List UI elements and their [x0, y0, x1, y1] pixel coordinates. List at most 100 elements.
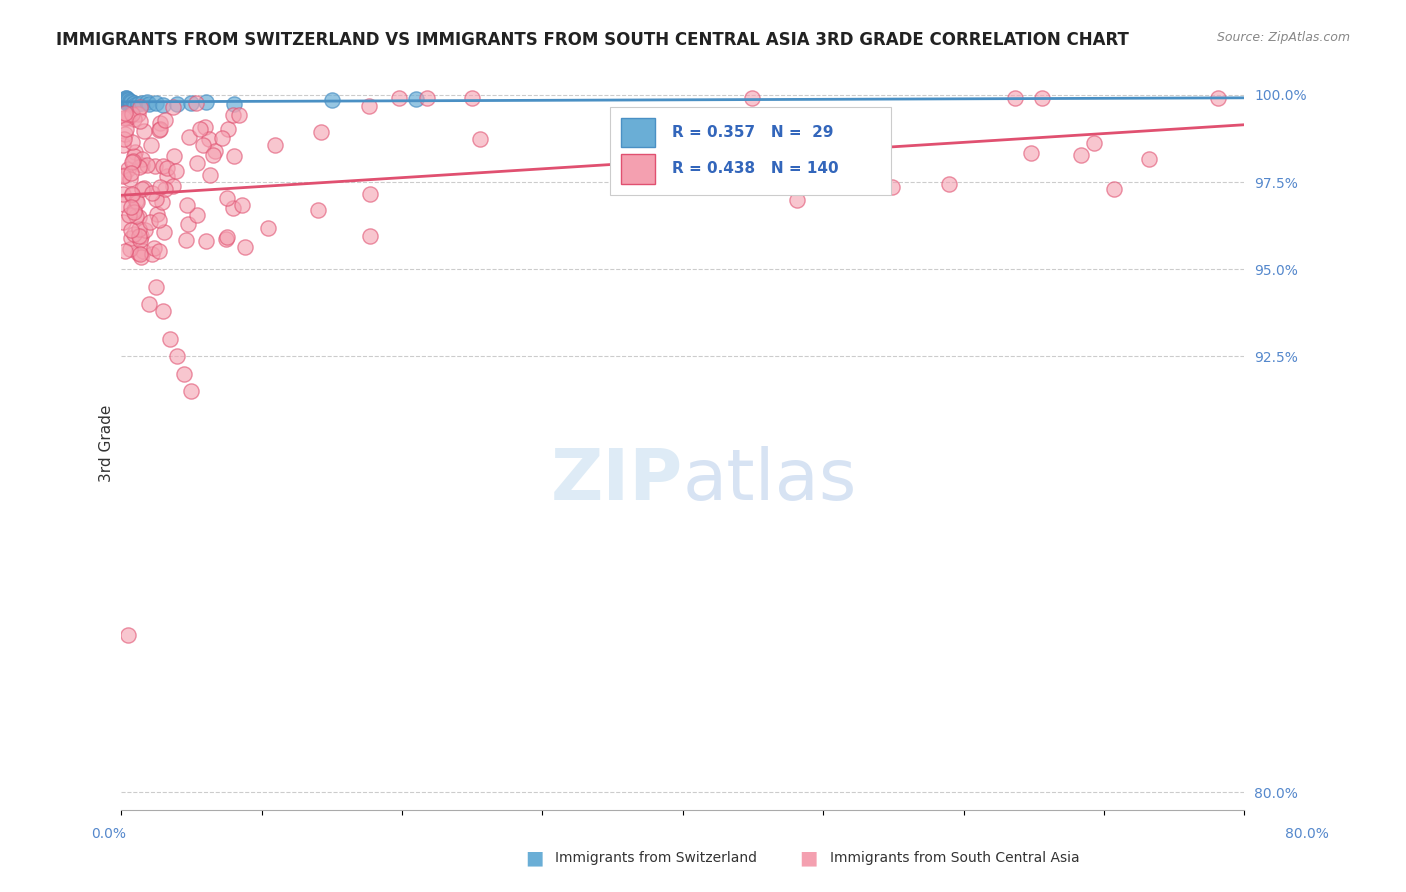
Point: [148, 212, 170, 227]
Point: [121, 135, 143, 149]
Point: [405, 92, 427, 106]
Point: [880, 180, 903, 194]
Point: [124, 145, 146, 159]
Point: [156, 169, 179, 184]
Point: [222, 202, 245, 216]
Point: [127, 96, 149, 111]
Point: [125, 194, 148, 208]
Point: [131, 182, 153, 196]
Point: [127, 246, 149, 260]
Point: [112, 132, 135, 146]
Point: [118, 94, 141, 108]
Point: [470, 132, 492, 146]
Point: [215, 232, 238, 246]
Point: [145, 192, 167, 206]
Point: [228, 108, 250, 122]
Point: [231, 197, 253, 211]
Point: [120, 231, 142, 245]
Point: [125, 210, 148, 224]
Point: [152, 97, 174, 112]
Point: [112, 168, 135, 182]
Point: [115, 92, 138, 106]
Point: [129, 100, 152, 114]
Point: [127, 107, 149, 121]
Point: [149, 116, 172, 130]
Point: [115, 112, 138, 126]
Point: [134, 223, 156, 237]
Point: [118, 208, 141, 222]
Point: [1206, 91, 1229, 105]
Point: [163, 149, 186, 163]
Point: [180, 384, 202, 399]
Point: [129, 233, 152, 247]
Point: [115, 93, 138, 107]
Point: [148, 180, 170, 194]
Point: [191, 138, 214, 153]
Point: [1083, 136, 1105, 150]
Point: [138, 215, 160, 229]
Point: [120, 95, 142, 109]
Point: [194, 120, 217, 134]
Point: [112, 111, 135, 125]
Point: [222, 96, 245, 111]
Point: [132, 124, 155, 138]
FancyBboxPatch shape: [610, 107, 890, 194]
Point: [114, 244, 136, 258]
Point: [166, 350, 188, 364]
Point: [131, 158, 153, 172]
Point: [197, 132, 219, 146]
Point: [114, 95, 136, 109]
Point: [461, 91, 484, 105]
Point: [204, 144, 226, 158]
Point: [148, 123, 170, 137]
Point: [112, 93, 135, 107]
Point: [188, 122, 211, 136]
Point: [118, 110, 141, 124]
Point: [117, 161, 139, 176]
Point: [152, 159, 174, 173]
Point: [111, 138, 134, 153]
Point: [1137, 152, 1160, 166]
Point: [741, 91, 763, 105]
Point: [129, 228, 152, 243]
Point: [211, 130, 233, 145]
Point: [129, 250, 152, 264]
Text: R = 0.357   N =  29: R = 0.357 N = 29: [672, 125, 834, 140]
Point: [122, 95, 145, 110]
Point: [120, 172, 142, 186]
Point: [128, 161, 150, 175]
Text: ■: ■: [524, 848, 544, 868]
Point: [173, 367, 195, 381]
Point: [153, 112, 176, 127]
Point: [153, 225, 176, 239]
Point: [132, 244, 155, 259]
Point: [174, 234, 197, 248]
Point: [222, 108, 245, 122]
Point: [141, 247, 163, 261]
Point: [120, 200, 142, 214]
Point: [124, 227, 146, 242]
Point: [128, 114, 150, 128]
Point: [786, 194, 808, 208]
Text: Source: ZipAtlas.com: Source: ZipAtlas.com: [1216, 31, 1350, 45]
Point: [149, 122, 172, 136]
Point: [131, 152, 153, 166]
Point: [115, 94, 138, 108]
Point: [132, 181, 155, 195]
Point: [121, 96, 143, 111]
Text: IMMIGRANTS FROM SWITZERLAND VS IMMIGRANTS FROM SOUTH CENTRAL ASIA 3RD GRADE CORR: IMMIGRANTS FROM SWITZERLAND VS IMMIGRANT…: [56, 31, 1129, 49]
Point: [145, 279, 167, 293]
Point: [135, 159, 157, 173]
Text: Immigrants from South Central Asia: Immigrants from South Central Asia: [830, 851, 1080, 865]
Point: [128, 229, 150, 244]
Point: [152, 304, 174, 318]
FancyBboxPatch shape: [621, 118, 655, 147]
Point: [166, 96, 188, 111]
Text: 80.0%: 80.0%: [1285, 827, 1329, 841]
Point: [1031, 91, 1053, 105]
Point: [128, 247, 150, 261]
Point: [159, 332, 181, 346]
Point: [201, 148, 224, 162]
Point: [122, 154, 145, 169]
Point: [122, 203, 145, 218]
